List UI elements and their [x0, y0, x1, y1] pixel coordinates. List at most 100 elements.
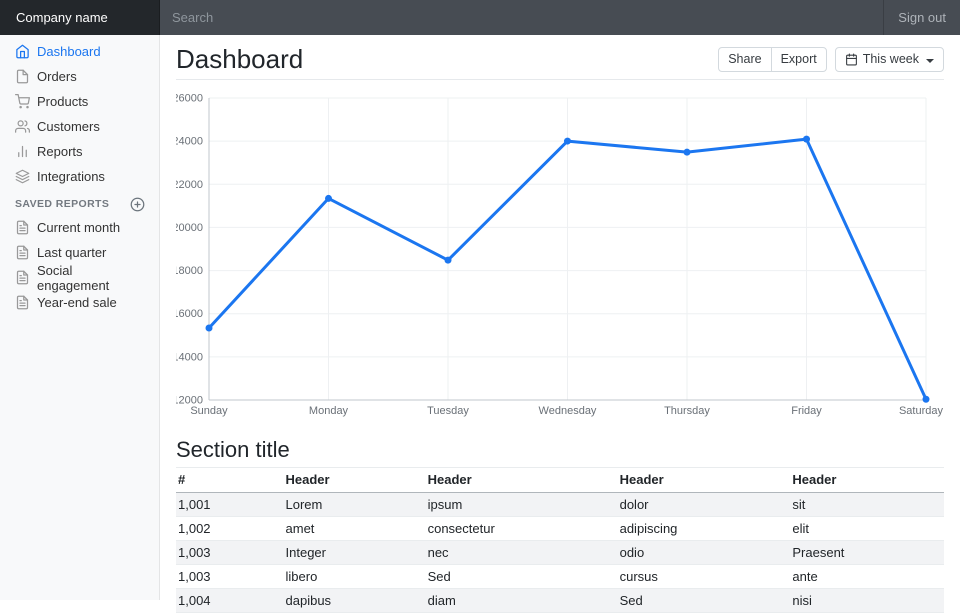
table-row: 1,004 dapibus diam Sed nisi	[176, 588, 944, 613]
table-header-cell: #	[176, 467, 284, 494]
file-text-icon	[15, 220, 30, 235]
period-label: This week	[862, 52, 919, 67]
home-icon	[15, 44, 30, 59]
sidebar-item-reports[interactable]: Reports	[0, 139, 160, 164]
table-cell: cursus	[617, 564, 791, 589]
svg-text:18000: 18000	[176, 265, 203, 277]
sidebar-item-last-quarter[interactable]: Last quarter	[0, 240, 160, 265]
saved-reports-title: Saved reports	[15, 198, 110, 210]
table-cell: 1,003	[176, 540, 284, 565]
svg-text:16000: 16000	[176, 308, 203, 320]
sidebar-item-label: Reports	[37, 144, 83, 159]
svg-text:Thursday: Thursday	[664, 405, 710, 417]
svg-text:Saturday: Saturday	[899, 405, 944, 417]
sidebar-item-label: Products	[37, 94, 89, 109]
svg-text:12000: 12000	[176, 395, 203, 407]
export-button[interactable]: Export	[770, 47, 827, 72]
table-cell: odio	[617, 540, 791, 565]
data-table: # Header Header Header Header 1,001 Lorem…	[176, 467, 944, 613]
svg-text:24000: 24000	[176, 136, 203, 148]
table-cell: dolor	[617, 492, 791, 517]
svg-text:Wednesday: Wednesday	[539, 405, 597, 417]
table-cell: 1,003	[176, 564, 284, 589]
sidebar-item-customers[interactable]: Customers	[0, 114, 160, 139]
table-cell: Praesent	[790, 540, 944, 565]
table-cell: 1,001	[176, 492, 284, 517]
users-icon	[15, 119, 30, 134]
brand[interactable]: Company name	[0, 0, 160, 35]
table-row: 1,001 Lorem ipsum dolor sit	[176, 492, 944, 517]
period-dropdown-button[interactable]: This week	[834, 47, 944, 72]
sidebar-item-year-end-sale[interactable]: Year-end sale	[0, 290, 160, 315]
search-input[interactable]	[160, 0, 885, 35]
table-cell: ante	[790, 564, 944, 589]
plus-circle-icon[interactable]	[130, 197, 145, 212]
table-cell: elit	[790, 516, 944, 541]
table-cell: Sed	[617, 588, 791, 613]
sidebar-item-label: Orders	[37, 69, 77, 84]
table-cell: Integer	[283, 540, 426, 565]
table-cell: dapibus	[283, 588, 426, 613]
table-cell: nec	[425, 540, 618, 565]
svg-text:20000: 20000	[176, 222, 203, 234]
sign-out-link[interactable]: Sign out	[898, 10, 946, 25]
svg-text:Monday: Monday	[309, 405, 349, 417]
saved-reports-heading: Saved reports	[0, 197, 160, 211]
table-row: 1,002 amet consectetur adipiscing elit	[176, 516, 944, 541]
sidebar-item-dashboard[interactable]: Dashboard	[0, 39, 160, 64]
file-text-icon	[15, 295, 30, 310]
table-cell: consectetur	[425, 516, 618, 541]
sidebar-item-social-engagement[interactable]: Social engagement	[0, 262, 160, 293]
bar-chart-icon	[15, 144, 30, 159]
svg-text:26000: 26000	[176, 93, 203, 105]
share-button[interactable]: Share	[718, 47, 772, 72]
table-cell: nisi	[790, 588, 944, 613]
sidebar-item-label: Current month	[37, 220, 121, 235]
table-header-row: # Header Header Header Header	[176, 467, 944, 494]
svg-text:Tuesday: Tuesday	[427, 405, 469, 417]
sidebar-item-orders[interactable]: Orders	[0, 64, 160, 89]
sidebar-item-label: Last quarter	[37, 245, 107, 260]
table-header-cell: Header	[283, 467, 426, 494]
sidebar-item-label: Year-end sale	[37, 295, 117, 310]
sidebar-item-integrations[interactable]: Integrations	[0, 164, 160, 189]
shopping-cart-icon	[15, 94, 30, 109]
table-header-cell: Header	[425, 467, 618, 494]
table-cell: Lorem	[283, 492, 426, 517]
table-cell: adipiscing	[617, 516, 791, 541]
table-row: 1,003 Integer nec odio Praesent	[176, 540, 944, 565]
table-row: 1,003 libero Sed cursus ante	[176, 564, 944, 589]
layers-icon	[15, 169, 30, 184]
main-content: Dashboard Share Export This week 12000 14…	[160, 35, 960, 613]
file-text-icon	[15, 270, 30, 285]
table-cell: Sed	[425, 564, 618, 589]
share-export-group: Share Export	[718, 47, 827, 72]
top-navbar: Company name Sign out	[0, 0, 960, 35]
table-cell: 1,004	[176, 588, 284, 613]
calendar-icon	[845, 53, 858, 66]
chart-container: 12000 14000 16000 18000 20000 22000 24000 26000…	[172, 89, 944, 421]
file-text-icon	[15, 245, 30, 260]
table-cell: libero	[283, 564, 426, 589]
sidebar-item-products[interactable]: Products	[0, 89, 160, 114]
sidebar-item-label: Dashboard	[37, 44, 101, 59]
table-cell: diam	[425, 588, 618, 613]
sidebar: Dashboard Orders Products Customers Repo…	[0, 35, 160, 600]
table-cell: 1,002	[176, 516, 284, 541]
table-cell: ipsum	[425, 492, 618, 517]
svg-text:14000: 14000	[176, 352, 203, 364]
svg-text:22000: 22000	[176, 179, 203, 191]
table-header-cell: Header	[617, 467, 791, 494]
svg-text:Sunday: Sunday	[190, 405, 228, 417]
table-cell: amet	[283, 516, 426, 541]
sidebar-item-label: Social engagement	[37, 262, 110, 293]
section-title: Section title	[176, 437, 290, 463]
svg-text:Friday: Friday	[791, 405, 822, 417]
sidebar-item-label: Customers	[37, 119, 100, 134]
page-header: Dashboard Share Export This week	[176, 44, 944, 81]
page-title: Dashboard	[176, 44, 304, 74]
sidebar-item-current-month[interactable]: Current month	[0, 215, 160, 240]
table-header-cell: Header	[790, 467, 944, 494]
sidebar-item-label: Integrations	[37, 169, 105, 184]
data-table-body: 1,001 Lorem ipsum dolor sit 1,002 amet consecte…	[176, 492, 944, 613]
